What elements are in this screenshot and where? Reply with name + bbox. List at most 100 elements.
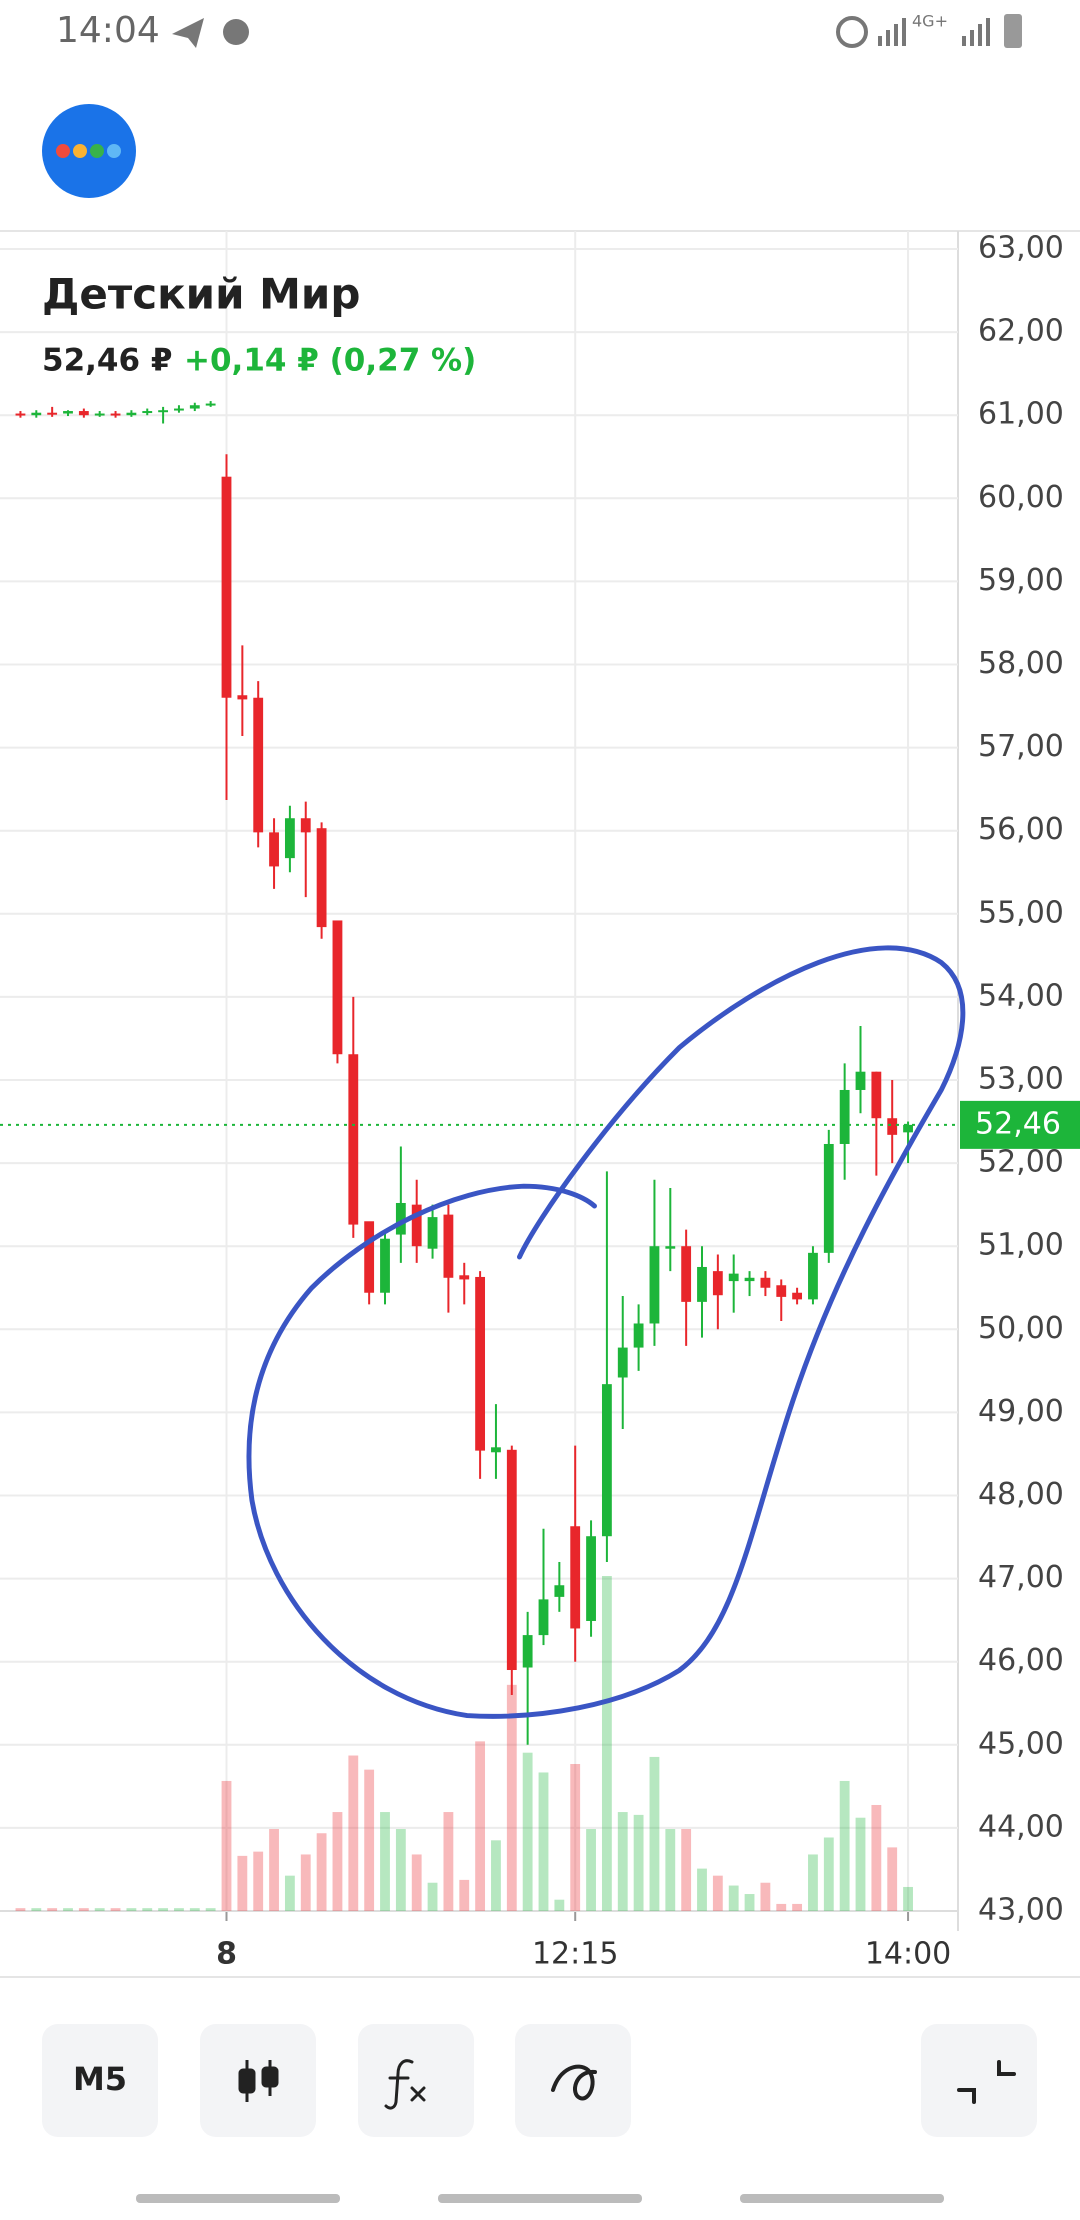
collapse-button[interactable] bbox=[921, 2024, 1037, 2137]
candle-body bbox=[903, 1124, 913, 1133]
candle-body bbox=[348, 1054, 359, 1225]
volume-bar bbox=[855, 1817, 866, 1911]
candle-body bbox=[887, 1118, 898, 1135]
status-time: 14:04 bbox=[56, 10, 160, 51]
volume-bar bbox=[617, 1812, 628, 1911]
candle-body bbox=[316, 828, 327, 928]
candle-body bbox=[681, 1246, 692, 1302]
volume-bar bbox=[158, 1908, 169, 1911]
candle-body bbox=[269, 832, 279, 867]
battery-icon bbox=[1004, 14, 1022, 48]
volume-bar bbox=[665, 1829, 676, 1911]
y-tick-label: 53,00 bbox=[978, 1062, 1064, 1097]
candle-body bbox=[538, 1599, 549, 1636]
indicators-button[interactable] bbox=[358, 2024, 474, 2137]
volume-bar bbox=[839, 1780, 850, 1911]
candle-body bbox=[94, 413, 105, 416]
candle-body bbox=[63, 411, 73, 414]
volume-bar bbox=[205, 1908, 216, 1911]
volume-bar bbox=[443, 1812, 454, 1911]
y-tick-label: 50,00 bbox=[978, 1311, 1064, 1346]
y-tick-label: 63,00 bbox=[978, 231, 1064, 266]
nav-pill[interactable] bbox=[740, 2194, 944, 2203]
chart-type-button[interactable] bbox=[200, 2024, 316, 2137]
volume-bar bbox=[792, 1903, 803, 1911]
candle-body bbox=[110, 413, 121, 416]
x-tick-label: 14:00 bbox=[865, 1937, 951, 1972]
drawing-button[interactable] bbox=[515, 2024, 631, 2137]
candle-body bbox=[697, 1266, 707, 1302]
app-logo[interactable] bbox=[42, 104, 136, 198]
volume-bar bbox=[903, 1886, 913, 1911]
volume-bar bbox=[31, 1908, 42, 1911]
button-bg bbox=[200, 2024, 316, 2137]
drawing-icon bbox=[551, 2064, 597, 2101]
volume-bar bbox=[142, 1908, 153, 1911]
candle-body bbox=[728, 1273, 739, 1282]
x-tick-label: 8 bbox=[216, 1937, 237, 1972]
volume-bar bbox=[110, 1908, 121, 1911]
volume-bar bbox=[554, 1899, 565, 1911]
candle-body bbox=[586, 1536, 596, 1621]
volume-bar bbox=[189, 1908, 200, 1911]
volume-bar bbox=[712, 1875, 723, 1911]
volume-bar bbox=[15, 1908, 26, 1911]
candle-body bbox=[142, 411, 153, 414]
volume-bar bbox=[475, 1741, 486, 1911]
volume-bar bbox=[380, 1812, 390, 1911]
candle-body bbox=[459, 1275, 470, 1280]
instrument-name: Детский Мир bbox=[42, 270, 360, 319]
last-price-label: 52,46 bbox=[975, 1106, 1061, 1141]
volume-bar bbox=[808, 1854, 818, 1911]
candle-body bbox=[823, 1143, 834, 1253]
volume-bar bbox=[697, 1868, 707, 1911]
y-tick-label: 58,00 bbox=[978, 646, 1064, 681]
status-icon bbox=[223, 19, 249, 45]
nav-pill[interactable] bbox=[438, 2194, 642, 2203]
volume-bar bbox=[237, 1855, 248, 1911]
y-tick-label: 60,00 bbox=[978, 480, 1064, 515]
candle-body bbox=[617, 1347, 628, 1378]
volume-bar bbox=[522, 1752, 533, 1911]
y-tick-label: 56,00 bbox=[978, 812, 1064, 847]
interval-label: M5 bbox=[73, 2060, 127, 2098]
volume-bar bbox=[78, 1908, 89, 1911]
candle-body bbox=[395, 1202, 406, 1235]
volume-bar bbox=[570, 1763, 581, 1911]
volume-bar bbox=[871, 1804, 882, 1911]
network-type: 4G+ bbox=[912, 12, 948, 31]
volume-bar bbox=[221, 1780, 232, 1911]
candle-body bbox=[491, 1447, 501, 1453]
x-tick-label: 12:15 bbox=[532, 1937, 618, 1972]
candle-body bbox=[411, 1204, 422, 1247]
volume-bar bbox=[332, 1812, 343, 1911]
y-tick-label: 48,00 bbox=[978, 1477, 1064, 1512]
candle-body bbox=[126, 412, 137, 416]
volume-bar bbox=[348, 1755, 359, 1911]
volume-bar bbox=[395, 1829, 406, 1911]
volume-bar bbox=[633, 1814, 644, 1911]
y-tick-label: 52,00 bbox=[978, 1145, 1064, 1180]
signal-icon bbox=[878, 18, 906, 46]
nav-pill[interactable] bbox=[136, 2194, 340, 2203]
volume-bar bbox=[364, 1769, 375, 1911]
volume-bar bbox=[776, 1903, 787, 1911]
y-tick-label: 47,00 bbox=[978, 1560, 1064, 1595]
volume-bar bbox=[174, 1908, 184, 1911]
y-tick-label: 46,00 bbox=[978, 1643, 1064, 1678]
candle-body bbox=[284, 818, 295, 859]
volume-bar bbox=[459, 1879, 470, 1911]
fx-icon bbox=[384, 2059, 426, 2110]
candle-body bbox=[300, 818, 311, 833]
button-bg bbox=[921, 2024, 1037, 2137]
candle-body bbox=[158, 410, 169, 413]
interval-button[interactable]: M5 bbox=[42, 2024, 158, 2137]
y-tick-label: 62,00 bbox=[978, 314, 1064, 349]
candle-body bbox=[237, 695, 248, 700]
signal-icon-2 bbox=[962, 18, 990, 46]
hand-drawn-circle bbox=[246, 945, 966, 1719]
chart: 43,00 44,00 45,00 46,00 47,00 48,00 49,00 50,00… bbox=[0, 231, 1080, 1972]
logo-dots bbox=[56, 144, 121, 158]
volume-bar bbox=[601, 1576, 612, 1911]
candle-body bbox=[554, 1585, 565, 1597]
